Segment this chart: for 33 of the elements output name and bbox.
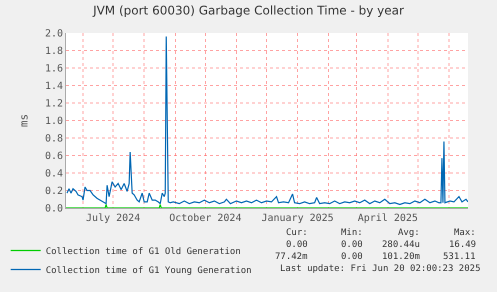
- y-tick-label: 1.2: [44, 98, 63, 110]
- x-tick-label: January 2025: [261, 213, 334, 224]
- x-tick-label: October 2024: [169, 213, 242, 224]
- text: 77.42m: [275, 252, 308, 262]
- y-tick-label: 0.2: [44, 186, 63, 197]
- legend-label: Collection time of G1 Young Generation: [46, 266, 252, 276]
- text: 531.11: [443, 252, 476, 262]
- text: 16.49: [449, 240, 476, 250]
- y-tick-label: 2.0: [44, 28, 63, 40]
- y-tick-label: 1.0: [44, 116, 63, 127]
- x-tick-label: April 2025: [358, 213, 418, 224]
- x-tick-label: July 2024: [86, 213, 140, 224]
- y-tick-label: 1.6: [44, 64, 63, 74]
- y-tick-label: 1.4: [44, 81, 63, 92]
- line-series: [66, 36, 468, 206]
- y-tick-label: 0.4: [44, 168, 63, 180]
- y-tick-label: 1.8: [44, 46, 63, 57]
- text: 101.20m: [382, 252, 420, 262]
- y-tick-label: 0.8: [44, 134, 63, 144]
- y-axis-title: ms: [18, 114, 31, 128]
- y-tick-label: 0.0: [44, 204, 63, 214]
- text: Avg:: [398, 228, 420, 238]
- text: 0.00: [341, 252, 363, 262]
- text: Last update: Fri Jun 20 02:00:23 2025: [280, 264, 480, 274]
- y-tick-label: 0.6: [44, 151, 63, 162]
- chart-title: JVM (port 60030) Garbage Collection Time - by year: [92, 3, 404, 18]
- text: Min:: [341, 228, 363, 238]
- text: Max:: [454, 228, 476, 238]
- text: 280.44u: [382, 240, 420, 250]
- legend-label: Collection time of G1 Old Generation: [46, 247, 241, 258]
- text: Cur:: [286, 228, 308, 238]
- text: 0.00: [286, 240, 308, 250]
- text: 0.00: [341, 240, 363, 250]
